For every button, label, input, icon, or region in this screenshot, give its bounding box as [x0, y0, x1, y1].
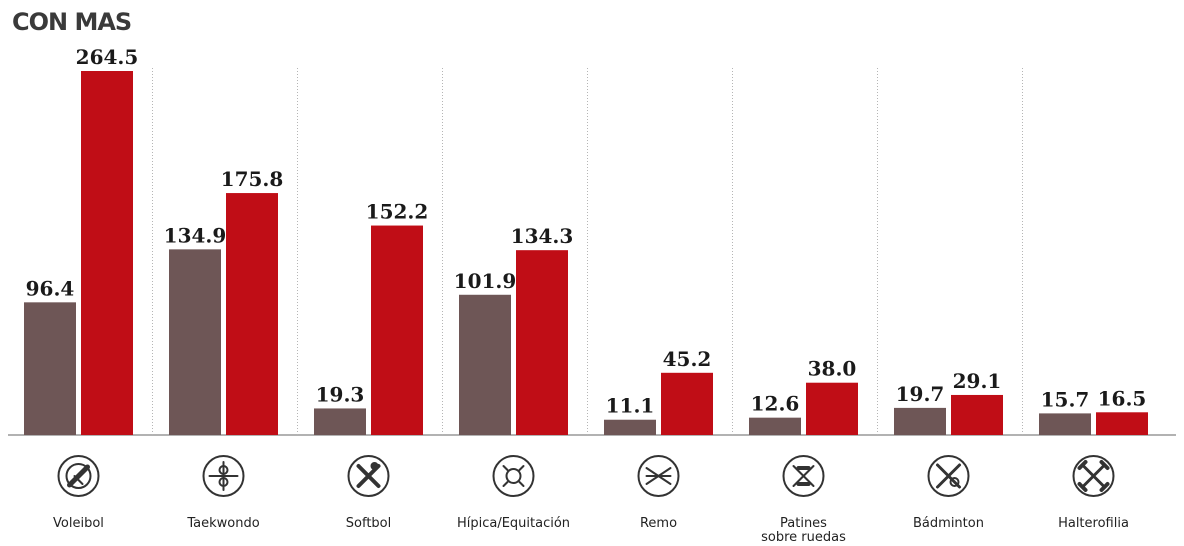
red-bar	[951, 394, 1003, 435]
gray-bar	[459, 294, 511, 435]
category-label: Hípica/Equitación	[457, 516, 570, 531]
bar-group-4: 101.9 134.3	[454, 224, 574, 435]
value-label: 16.5	[1098, 386, 1147, 410]
category-label: Softbol	[346, 516, 391, 531]
bar-group-7: 19.7 29.1	[894, 369, 1003, 435]
value-label: 134.9	[164, 223, 227, 247]
weightlifting-icon	[1072, 455, 1115, 497]
value-label: 96.4	[26, 276, 75, 300]
category-label: Remo	[640, 516, 677, 531]
bar-group-5: 11.1 45.2	[604, 347, 713, 435]
bar-group-8: 15.7 16.5	[1039, 386, 1148, 435]
category-label: Taekwondo	[186, 516, 259, 531]
gray-bar	[24, 302, 76, 435]
gray-bar	[1039, 413, 1091, 435]
bar-group-6: 12.6 38.0	[749, 357, 858, 435]
red-bar	[516, 250, 568, 435]
softball-icon	[347, 455, 390, 497]
red-bar	[226, 193, 278, 435]
value-label: 175.8	[221, 167, 284, 191]
value-label: 11.1	[606, 394, 655, 418]
gray-bar	[169, 249, 221, 435]
roller-skates-icon	[782, 455, 825, 497]
equestrian-icon	[492, 455, 535, 497]
category-label: Patines	[780, 516, 827, 531]
volleyball-icon	[57, 455, 100, 497]
red-bar	[1096, 412, 1148, 435]
value-label: 12.6	[751, 392, 800, 416]
gray-bar	[749, 417, 801, 435]
value-label: 101.9	[454, 269, 517, 293]
red-bar	[371, 225, 423, 435]
red-bar	[806, 382, 858, 435]
value-label: 15.7	[1041, 387, 1090, 411]
value-label: 264.5	[76, 45, 139, 69]
bar-group-2: 134.9 175.8	[164, 167, 284, 435]
chart-title: CON MAS	[12, 8, 132, 36]
category-label: Voleibol	[53, 516, 104, 531]
value-label: 152.2	[366, 200, 429, 224]
value-label: 29.1	[953, 369, 1002, 393]
red-bar	[661, 372, 713, 435]
value-label: 19.7	[896, 382, 945, 406]
value-label: 19.3	[316, 382, 365, 406]
gray-bar	[314, 408, 366, 435]
value-label: 134.3	[511, 224, 574, 248]
taekwondo-icon	[202, 455, 245, 497]
rowing-icon	[637, 455, 680, 497]
value-label: 45.2	[663, 347, 712, 371]
bar-group-1: 96.4 264.5	[24, 45, 138, 435]
category-label: Halterofilia	[1058, 516, 1129, 531]
badminton-icon	[927, 455, 970, 497]
gray-bar	[604, 419, 656, 435]
red-bar	[81, 71, 133, 435]
category-label: sobre ruedas	[761, 530, 846, 545]
value-label: 38.0	[808, 357, 857, 381]
category-label: Bádminton	[913, 516, 984, 531]
gray-bar	[894, 407, 946, 435]
bar-group-3: 19.3 152.2	[314, 200, 428, 435]
